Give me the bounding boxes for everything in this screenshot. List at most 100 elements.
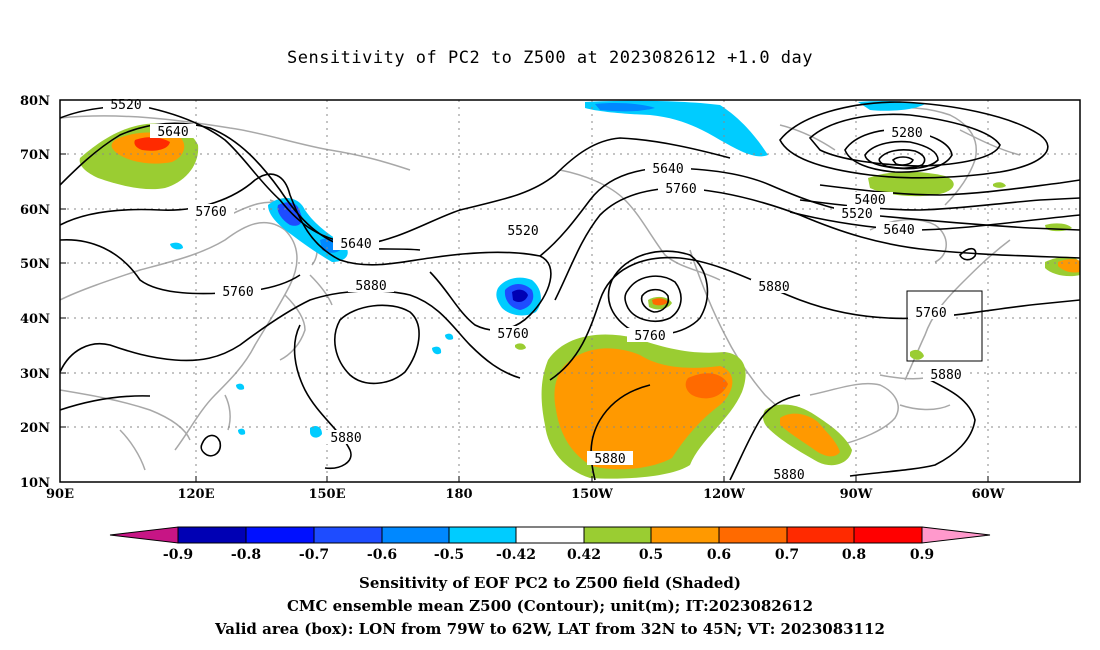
shade-mexico-orange xyxy=(780,413,840,457)
contour-label-text: 5640 xyxy=(340,237,371,252)
colorbar-segment xyxy=(786,526,855,544)
lon-label: 90W xyxy=(840,487,873,502)
valid-area-box xyxy=(906,290,983,362)
contour-label: 5400 xyxy=(847,192,893,208)
shade-pacific-dot-green xyxy=(515,343,526,350)
contour-label: 5640 xyxy=(876,222,922,238)
contour-5880-south-c xyxy=(849,379,976,477)
contour-label: 5760 xyxy=(490,326,536,342)
shade-pacific-small-orange xyxy=(652,298,668,306)
contour-label-text: 5760 xyxy=(222,285,253,300)
figure-title: Sensitivity of PC2 to Z500 at 2023082612… xyxy=(286,48,813,68)
contour-label-text: 5760 xyxy=(634,329,665,344)
lat-label: 20N xyxy=(20,421,50,436)
coastline-asia-east xyxy=(60,221,298,451)
contour-label: 5520 xyxy=(834,206,880,222)
contour-label: 5760 xyxy=(658,181,704,197)
coastline-asia-north xyxy=(60,115,411,171)
contour-label-text: 5640 xyxy=(883,223,914,238)
lon-label: 120W xyxy=(703,487,745,502)
contour-label-layer: 5520 5640 5760 5640 5880 5760 5520 5640 … xyxy=(103,97,969,483)
contour-label-text: 5880 xyxy=(773,468,804,483)
contour-label: 5880 xyxy=(348,278,394,294)
lat-label: 80N xyxy=(20,94,50,109)
coastline-indochina xyxy=(119,429,146,471)
coastline-philippines xyxy=(224,394,231,431)
contour-5760-south xyxy=(60,239,301,295)
shade-atlantic-orange xyxy=(1058,259,1080,273)
contour-5880-pacific-south xyxy=(293,324,352,470)
shading-positive xyxy=(79,123,1080,479)
colorbar-label: 0.6 xyxy=(707,547,731,563)
contour-label-text: 5760 xyxy=(915,306,946,321)
lat-label: 10N xyxy=(20,476,50,491)
shade-pacific-cyan-a xyxy=(432,346,442,355)
shade-arctic-blue xyxy=(595,103,655,112)
colorbar-segment xyxy=(718,526,788,544)
caption-line-2: CMC ensemble mean Z500 (Contour); unit(m… xyxy=(286,597,814,615)
contour-label-text: 5880 xyxy=(330,431,361,446)
colorbar-segment xyxy=(381,526,450,544)
map-frame xyxy=(59,99,1081,483)
shade-pacific-cyan-f xyxy=(238,428,246,435)
lon-label: 180 xyxy=(445,487,472,502)
contour-label-text: 5400 xyxy=(854,193,885,208)
caption-line-1: Sensitivity of EOF PC2 to Z500 field (Sh… xyxy=(359,574,741,592)
coastline-china-south xyxy=(60,389,191,441)
lon-label: 120E xyxy=(177,487,214,502)
coastline-japan xyxy=(279,294,306,361)
colorbar-label: -0.5 xyxy=(434,547,464,563)
lon-label: 150W xyxy=(571,487,613,502)
contour-5760-low-inner xyxy=(624,275,682,322)
tick-marks xyxy=(60,99,989,482)
colorbar-segment xyxy=(448,526,517,544)
contour-label: 5880 xyxy=(323,430,369,446)
colorbar-labels: -0.9 -0.8 -0.7 -0.6 -0.5 -0.42 0.42 0.5 … xyxy=(163,547,934,563)
coastlines xyxy=(60,106,1021,471)
coastline-gulf-mexico xyxy=(809,382,899,446)
lat-label: 50N xyxy=(20,257,50,272)
contour-5760-west xyxy=(60,173,552,331)
contour-label-text: 5880 xyxy=(355,279,386,294)
contour-label: 5640 xyxy=(645,161,691,177)
contour-label: 5520 xyxy=(500,223,546,239)
coastline-alaska xyxy=(559,169,721,281)
shading-negative xyxy=(170,100,925,438)
contour-low-ring1 xyxy=(844,128,953,173)
contour-label: 5760 xyxy=(188,204,234,220)
shade-pacific-cyan-b xyxy=(310,426,322,438)
colorbar-segment xyxy=(583,526,652,544)
contour-label-text: 5880 xyxy=(930,368,961,383)
contour-5280-outer xyxy=(779,101,1049,179)
contour-5880-south-b xyxy=(729,394,801,481)
colorbar-label: -0.8 xyxy=(231,547,261,563)
colorbar-label: 0.42 xyxy=(567,547,601,563)
lat-label: 30N xyxy=(20,367,50,382)
shade-pacific-cyan-d xyxy=(170,242,183,250)
colorbar xyxy=(109,526,991,544)
lon-label: 150E xyxy=(308,487,345,502)
colorbar-segment xyxy=(853,526,923,544)
contour-label: 5880 xyxy=(766,467,812,483)
colorbar-arrow-left xyxy=(109,526,179,544)
coastline-kurils xyxy=(309,274,333,306)
contour-low-ring2 xyxy=(864,140,939,170)
contour-label: 5760 xyxy=(908,305,954,321)
contour-label-text: 5760 xyxy=(665,182,696,197)
contour-label: 5640 xyxy=(150,124,196,140)
colorbar-segment xyxy=(313,526,383,544)
lat-axis-labels: 80N 70N 60N 50N 40N 30N 20N 10N xyxy=(20,94,50,491)
shade-arctic-cyan xyxy=(585,100,768,157)
lon-axis-labels: 90E 120E 150E 180 150W 120W 90W 60W xyxy=(46,487,1005,502)
contour-label-text: 5520 xyxy=(110,98,141,113)
shade-gulf-green xyxy=(910,349,924,360)
contour-label-text: 5640 xyxy=(157,125,188,140)
contour-label-text: 5880 xyxy=(758,280,789,295)
contour-5880-west xyxy=(60,290,521,379)
colorbar-label: 0.9 xyxy=(910,547,934,563)
contour-label-text: 5760 xyxy=(195,205,226,220)
lon-label: 90E xyxy=(46,487,74,502)
colorbar-label: -0.7 xyxy=(299,547,329,563)
coastline-caribbean xyxy=(899,404,951,411)
contour-label-text: 5520 xyxy=(841,207,872,222)
